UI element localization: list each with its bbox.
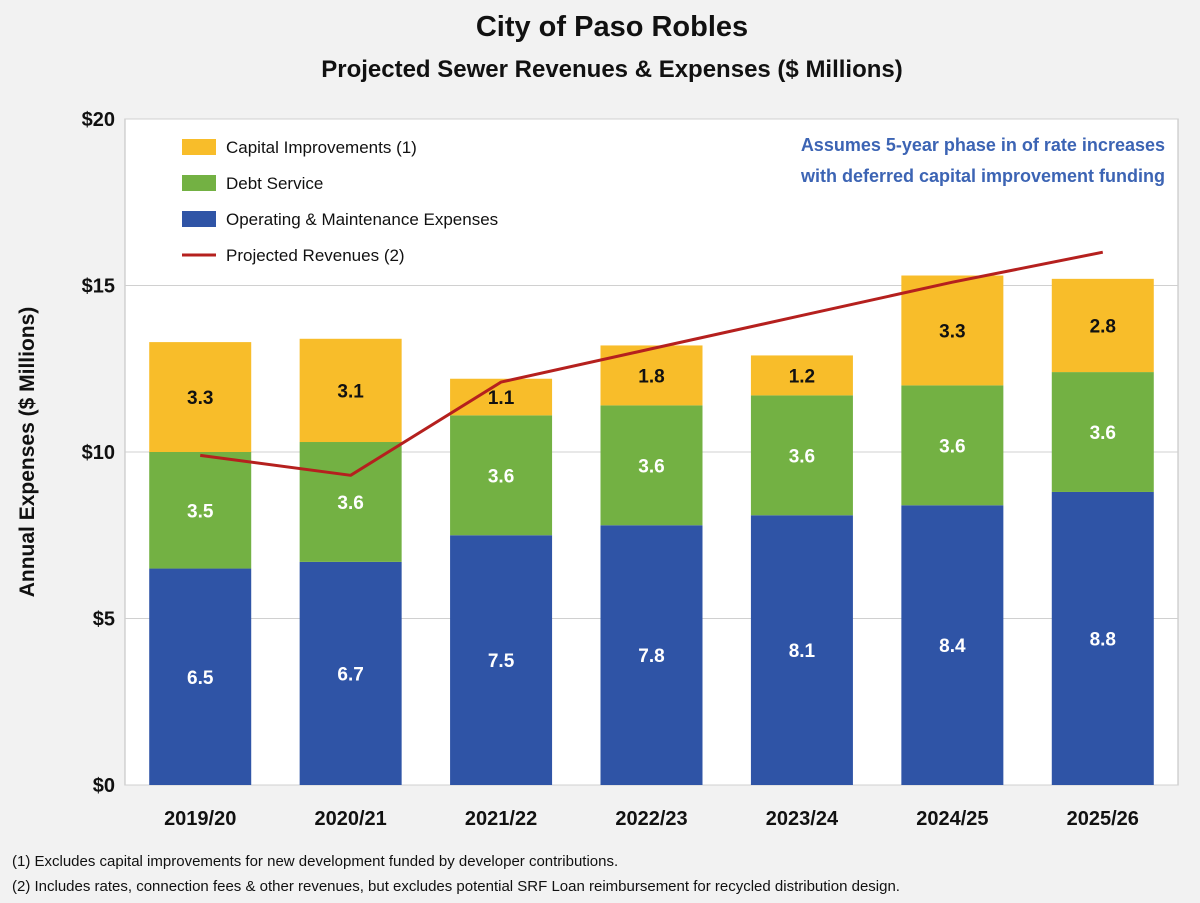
bar-om: [600, 525, 703, 785]
legend-swatch-capital: [182, 139, 216, 155]
legend: Capital Improvements (1) Debt Service Oper…: [182, 138, 498, 265]
bar-debt: [450, 415, 553, 536]
data-label-om: 7.5: [488, 651, 515, 672]
bar-debt: [901, 385, 1004, 506]
data-label-debt: 3.6: [337, 493, 363, 514]
bar-debt: [1051, 372, 1154, 492]
y-axis-ticks: $0 $5 $10 $15 $20: [82, 109, 115, 797]
x-category-label: 2024/25: [916, 808, 988, 830]
bar-om: [149, 568, 252, 785]
x-category-label: 2020/21: [314, 808, 386, 830]
annotation-line-1: Assumes 5-year phase in of rate increase…: [801, 135, 1165, 155]
data-label-debt: 3.6: [488, 466, 514, 487]
data-label-capital: 1.8: [638, 366, 664, 387]
revenue-line-group: [200, 250, 1104, 477]
bar-debt: [750, 395, 853, 516]
bar-om: [1051, 491, 1154, 785]
bar-debt: [600, 405, 703, 526]
y-tick-label: $10: [82, 442, 115, 464]
bar-om: [750, 515, 853, 785]
y-tick-label: $15: [82, 276, 115, 298]
revenue-line: [200, 250, 1104, 477]
bar-debt: [299, 442, 402, 562]
data-label-debt: 3.6: [939, 436, 965, 457]
data-label-capital: 2.8: [1090, 316, 1116, 337]
bar-capital: [299, 338, 402, 443]
legend-swatch-debt: [182, 175, 216, 191]
y-tick-label: $5: [93, 609, 115, 631]
y-tick-label: $20: [82, 109, 115, 131]
footnote-2: (2) Includes rates, connection fees & ot…: [12, 878, 900, 895]
bar-om: [450, 535, 553, 785]
annotation-line-2: with deferred capital improvement fundin…: [800, 166, 1165, 186]
data-label-debt: 3.6: [789, 446, 815, 467]
data-label-om: 8.4: [939, 636, 966, 657]
data-label-om: 8.8: [1090, 629, 1116, 650]
footnote-1: (1) Excludes capital improvements for ne…: [12, 853, 618, 870]
bar-capital: [149, 342, 252, 452]
y-tick-label: $0: [93, 775, 115, 797]
x-category-label: 2019/20: [164, 808, 236, 830]
bar-capital: [450, 378, 553, 416]
chart-subtitle: Projected Sewer Revenues & Expenses ($ M…: [321, 56, 903, 83]
x-category-label: 2025/26: [1067, 808, 1139, 830]
data-label-capital: 3.3: [939, 321, 965, 342]
legend-label-om: Operating & Maintenance Expenses: [226, 210, 498, 229]
data-label-om: 8.1: [789, 641, 816, 662]
x-category-label: 2023/24: [766, 808, 839, 830]
x-axis-categories: 2019/20 2020/21 2021/22 2022/23 2023/24 2024/…: [164, 808, 1139, 830]
data-label-capital: 1.1: [488, 388, 515, 409]
bar-om: [299, 561, 402, 785]
y-axis-label: Annual Expenses ($ Millions): [16, 307, 39, 598]
data-label-om: 6.5: [187, 668, 214, 689]
chart-title: City of Paso Robles: [476, 11, 748, 43]
data-label-capital: 1.2: [789, 366, 815, 387]
data-label-debt: 3.6: [638, 456, 664, 477]
bar-capital: [901, 275, 1004, 386]
x-category-label: 2022/23: [615, 808, 687, 830]
legend-label-revenue: Projected Revenues (2): [226, 246, 405, 265]
data-label-om: 7.8: [638, 646, 664, 667]
bar-capital: [750, 355, 853, 396]
legend-label-debt: Debt Service: [226, 174, 323, 193]
bar-debt: [149, 452, 252, 569]
data-label-debt: 3.5: [187, 501, 214, 522]
legend-label-capital: Capital Improvements (1): [226, 138, 417, 157]
bar-capital: [1051, 278, 1154, 373]
bar-om: [901, 505, 1004, 785]
data-label-debt: 3.6: [1090, 423, 1116, 444]
legend-swatch-om: [182, 211, 216, 227]
bars: 6.5 3.5 3.3 6.7 3.6 3.1 7.5 3.6 1.1 7.8 3.6 1.8 8.1 3…: [149, 275, 1154, 785]
data-label-om: 6.7: [337, 664, 363, 685]
data-label-capital: 3.3: [187, 388, 213, 409]
x-category-label: 2021/22: [465, 808, 537, 830]
data-label-capital: 3.1: [337, 381, 364, 402]
